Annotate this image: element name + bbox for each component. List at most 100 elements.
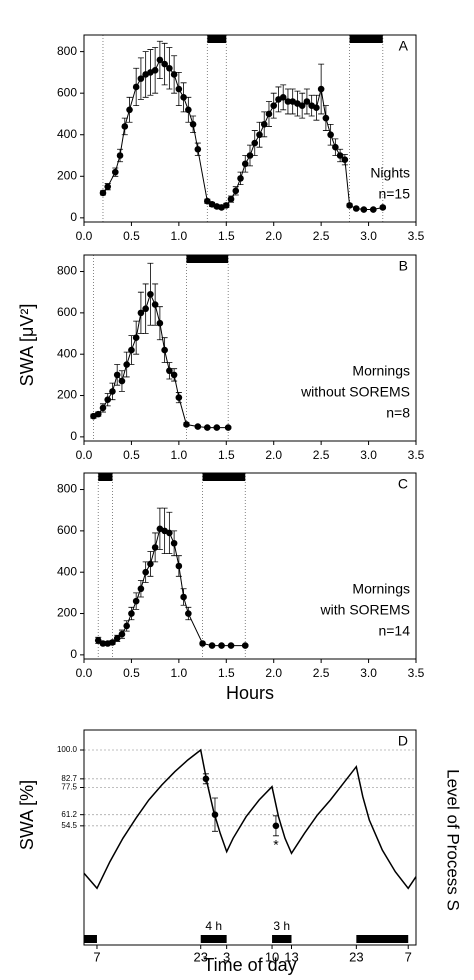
data-point: [94, 410, 102, 418]
data-point: [156, 56, 164, 64]
data-point: [218, 642, 225, 649]
data-point: [175, 85, 183, 93]
data-point: [132, 597, 140, 605]
data-point: [175, 562, 183, 570]
y-tick-label: 400: [57, 346, 77, 360]
data-point: [222, 202, 230, 209]
x-tick-label: 3.5: [408, 666, 425, 680]
data-point: [166, 64, 173, 72]
y-tick-label: 800: [57, 482, 77, 496]
data-point: [246, 152, 254, 159]
data-point: [126, 106, 133, 114]
x-tick-label: 0.0: [76, 666, 93, 680]
data-point: [265, 110, 273, 118]
data-point: [147, 560, 154, 568]
data-point: [317, 85, 325, 93]
y-tick-label: 61.2: [61, 810, 77, 819]
data-point: [118, 630, 126, 638]
y-tick-label: 200: [57, 168, 77, 182]
data-point: [142, 305, 149, 313]
data-point: [204, 197, 211, 205]
data-point: [104, 183, 112, 190]
y-tick-label: 600: [57, 305, 77, 319]
y-tick-label: 0: [70, 429, 77, 443]
swa-line: [97, 528, 246, 647]
plot-frame: [83, 254, 417, 442]
data-point: [284, 98, 292, 105]
panel-label: C: [398, 476, 408, 492]
x-axis-label: Time of day: [203, 955, 296, 975]
data-point: [166, 529, 173, 537]
data-point: [109, 388, 116, 395]
annotation: Mornings: [352, 363, 410, 379]
data-point: [224, 424, 232, 431]
data-point: [123, 622, 130, 630]
data-point: [128, 610, 135, 617]
plot-frame: [83, 34, 417, 223]
sleep-bar: [202, 473, 246, 481]
data-point: [156, 319, 164, 327]
data-point: [313, 104, 320, 112]
annotation: Mornings: [352, 581, 410, 597]
data-point: [232, 187, 240, 195]
data-point: [272, 822, 280, 830]
x-tick-label: 1.0: [171, 448, 188, 462]
y-tick-label: 82.7: [61, 774, 77, 783]
x-tick-label: 13: [284, 949, 298, 964]
x-tick-label: 7: [405, 949, 412, 964]
y2-axis-label: Level of Process S: [444, 769, 463, 911]
data-point: [322, 114, 330, 122]
sleep-bar: [84, 935, 97, 943]
data-point: [241, 642, 249, 649]
data-point: [336, 152, 344, 159]
data-point: [303, 98, 311, 105]
panel-label: D: [398, 733, 408, 749]
significance-mark: *: [273, 837, 279, 853]
x-tick-label: 3.5: [408, 229, 425, 243]
x-tick-label: 2.0: [265, 448, 282, 462]
data-point: [112, 168, 119, 176]
data-point: [204, 424, 211, 431]
sleep-bar: [356, 935, 409, 943]
data-point: [151, 67, 159, 74]
y-tick-label: 400: [57, 127, 77, 141]
annotation: n=8: [386, 405, 410, 421]
data-point: [132, 83, 140, 91]
y-tick-label: 800: [57, 264, 77, 278]
x-tick-label: 2.5: [313, 448, 330, 462]
data-point: [260, 121, 268, 128]
data-point: [227, 195, 235, 203]
x-tick-label: 0.0: [76, 448, 93, 462]
x-tick-label: 2.5: [313, 229, 330, 243]
swa-line: [93, 292, 229, 429]
y-axis-label: SWA [μV²]: [17, 304, 37, 387]
data-point: [256, 131, 263, 139]
annotation: n=14: [378, 623, 410, 639]
data-point: [109, 639, 116, 646]
y-axis-label: SWA [%]: [17, 780, 37, 850]
x-tick-label: 3.5: [408, 448, 425, 462]
annotation: without SOREMS: [300, 384, 410, 400]
data-point: [151, 301, 159, 308]
x-tick-label: 2.5: [313, 666, 330, 680]
swa-line: [102, 59, 383, 210]
data-point: [194, 145, 202, 153]
data-point: [175, 394, 183, 401]
x-tick-label: 3.0: [360, 666, 377, 680]
y-tick-label: 100.0: [57, 745, 78, 754]
data-point: [208, 642, 216, 649]
sleep-bar: [349, 35, 383, 43]
data-point: [185, 610, 192, 617]
sleep-bar: [200, 935, 227, 943]
panel-label: A: [399, 38, 409, 54]
y-tick-label: 0: [70, 210, 77, 224]
x-tick-label: 10: [265, 949, 279, 964]
annotation: n=15: [378, 186, 410, 202]
process-s-curve: [83, 748, 417, 890]
data-point: [166, 367, 173, 375]
data-point: [279, 94, 287, 101]
x-tick-label: 2.0: [265, 666, 282, 680]
data-point: [227, 642, 235, 649]
data-point: [360, 206, 368, 213]
